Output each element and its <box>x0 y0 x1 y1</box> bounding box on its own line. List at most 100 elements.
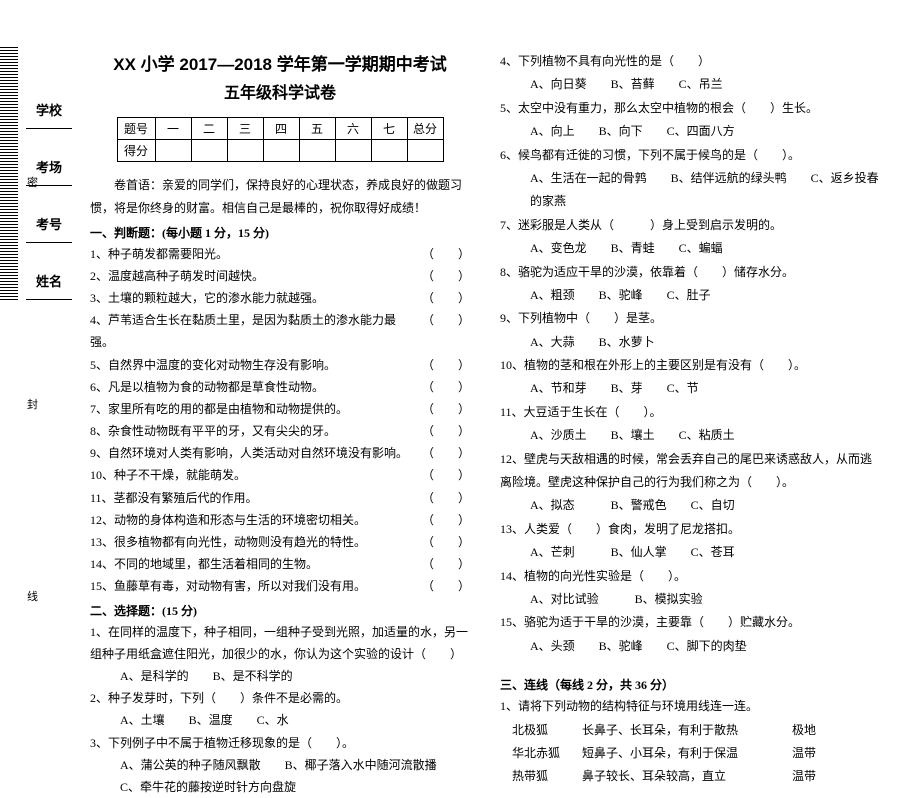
choice-stem: 6、候鸟都有迁徙的习惯，下列不属于候鸟的是（ ）。 <box>500 144 880 167</box>
exam-title-line1: XX 小学 2017—2018 学年第一学期期中考试 <box>90 50 470 75</box>
section1-head: 一、判断题：(每小题 1 分，15 分) <box>90 224 470 241</box>
choice-stem-text: 7、迷彩服是人类从（ ）身上受到启示发明的。 <box>500 214 880 237</box>
score-cell <box>227 140 263 162</box>
choice-stem: 2、种子发芽时，下列（ ）条件不是必需的。 <box>90 687 470 709</box>
judge-item: 7、家里所有吃的用的都是由植物和动物提供的。（ ） <box>90 398 470 420</box>
judge-item: 10、种子不干燥，就能萌发。（ ） <box>90 464 470 486</box>
choice-stem: 13、人类爱（ ）食肉，发明了尼龙搭扣。 <box>500 518 880 541</box>
judge-item: 12、动物的身体构造和形态与生活的环境密切相关。（ ） <box>90 509 470 531</box>
match-cell: 极地 <box>792 719 852 742</box>
score-th: 四 <box>263 118 299 140</box>
judge-item: 8、杂食性动物既有平平的牙，又有尖尖的牙。（ ） <box>90 420 470 442</box>
choice-stem: 7、迷彩服是人类从（ ）身上受到启示发明的。 <box>500 214 880 237</box>
judge-text: 6、凡是以植物为食的动物都是草食性动物。 <box>90 376 414 398</box>
choice-stem-text: 8、骆驼为适应干旱的沙漠，依靠着（ ）储存水分。 <box>500 261 880 284</box>
judge-text: 10、种子不干燥，就能萌发。 <box>90 464 414 486</box>
score-th: 七 <box>371 118 407 140</box>
choice-stem: 14、植物的向光性实验是（ ）。 <box>500 565 880 588</box>
choice-questions-right: 4、下列植物不具有向光性的是（ ）A、向日葵 B、苔藓 C、吊兰5、太空中没有重… <box>500 50 880 658</box>
choice-stem: 5、太空中没有重力，那么太空中植物的根会（ ）生长。 <box>500 97 880 120</box>
column-right: 4、下列植物不具有向光性的是（ ）A、向日葵 B、苔藓 C、吊兰5、太空中没有重… <box>500 50 880 798</box>
match-rows: 北极狐长鼻子、长耳朵，有利于散热极地华北赤狐短鼻子、小耳朵，有利于保温温带热带狐… <box>500 719 880 789</box>
judge-item: 1、种子萌发都需要阳光。（ ） <box>90 243 470 265</box>
seal-char-mi: 密 <box>27 174 38 190</box>
sidebar-blank-line <box>26 298 72 300</box>
binding-edge-pattern <box>0 45 18 300</box>
score-th: 二 <box>191 118 227 140</box>
match-cell: 鼻子较长、耳朵较高，直立 <box>582 765 792 788</box>
column-left: XX 小学 2017—2018 学年第一学期期中考试 五年级科学试卷 题号 一 … <box>90 50 470 798</box>
judge-item: 9、自然环境对人类有影响，人类活动对自然环境没有影响。（ ） <box>90 442 470 464</box>
choice-stem: 10、植物的茎和根在外形上的主要区别是有没有（ ）。 <box>500 354 880 377</box>
answer-paren: （ ） <box>414 464 470 486</box>
match-row: 热带狐鼻子较长、耳朵较高，直立温带 <box>500 765 880 788</box>
choice-options: A、对比试验 B、模拟实验 <box>500 588 880 611</box>
match-row: 北极狐长鼻子、长耳朵，有利于散热极地 <box>500 719 880 742</box>
choice-stem-text: 2、种子发芽时，下列（ ）条件不是必需的。 <box>90 687 470 709</box>
score-table-header-row: 题号 一 二 三 四 五 六 七 总分 <box>117 118 443 140</box>
answer-paren: （ ） <box>414 398 470 420</box>
choice-stem-text: 9、下列植物中（ ）是茎。 <box>500 307 880 330</box>
match-cell: 温带 <box>792 742 852 765</box>
score-cell <box>371 140 407 162</box>
judge-text: 8、杂食性动物既有平平的牙，又有尖尖的牙。 <box>90 420 414 442</box>
judge-item: 15、鱼藤草有毒，对动物有害，所以对我们没有用。（ ） <box>90 575 470 597</box>
match-cell: 短鼻子、小耳朵，有利于保温 <box>582 742 792 765</box>
judge-text: 12、动物的身体构造和形态与生活的环境密切相关。 <box>90 509 414 531</box>
choice-options: A、土壤 B、温度 C、水 <box>90 709 470 731</box>
answer-paren: （ ） <box>414 420 470 442</box>
sidebar-field-number: 考号 <box>36 214 62 233</box>
answer-paren: （ ） <box>414 531 470 553</box>
sidebar-field-name: 姓名 <box>36 271 62 290</box>
seal-char-feng: 封 <box>27 396 38 412</box>
judge-text: 13、很多植物都有向光性，动物则没有趋光的特性。 <box>90 531 414 553</box>
score-cell <box>335 140 371 162</box>
judge-text: 2、温度越高种子萌发时间越快。 <box>90 265 414 287</box>
judge-text: 4、芦苇适合生长在黏质土里，是因为黏质土的渗水能力最强。 <box>90 309 414 353</box>
answer-paren: （ ） <box>414 509 470 531</box>
choice-options: A、芒刺 B、仙人掌 C、苍耳 <box>500 541 880 564</box>
section3-head: 三、连线（每线 2 分，共 36 分） <box>500 676 880 693</box>
judge-item: 2、温度越高种子萌发时间越快。（ ） <box>90 265 470 287</box>
student-info-sidebar: 学校 密 考场 考号 姓名 封 线 <box>25 100 73 600</box>
judge-text: 7、家里所有吃的用的都是由植物和动物提供的。 <box>90 398 414 420</box>
choice-stem-text: 13、人类爱（ ）食肉，发明了尼龙搭扣。 <box>500 518 880 541</box>
judge-text: 11、茎都没有繁殖后代的作用。 <box>90 487 414 509</box>
judge-item: 5、自然界中温度的变化对动物生存没有影响。（ ） <box>90 354 470 376</box>
choice-stem: 1、在同样的温度下，种子相同，一组种子受到光照，加适量的水，另一组种子用纸盒遮住… <box>90 621 470 665</box>
section2-head: 二、选择题：(15 分) <box>90 602 470 619</box>
score-cell <box>191 140 227 162</box>
answer-paren: （ ） <box>414 287 470 309</box>
judge-text: 5、自然界中温度的变化对动物生存没有影响。 <box>90 354 414 376</box>
score-cell <box>155 140 191 162</box>
choice-stem-text: 4、下列植物不具有向光性的是（ ） <box>500 50 880 73</box>
judge-text: 1、种子萌发都需要阳光。 <box>90 243 414 265</box>
answer-paren: （ ） <box>414 575 470 597</box>
choice-stem: 15、骆驼为适于干旱的沙漠，主要靠（ ）贮藏水分。 <box>500 611 880 634</box>
score-th: 总分 <box>407 118 443 140</box>
choice-stem: 9、下列植物中（ ）是茎。 <box>500 307 880 330</box>
choice-stem-text: 11、大豆适于生长在（ ）。 <box>500 401 880 424</box>
match-cell: 长鼻子、长耳朵，有利于散热 <box>582 719 792 742</box>
choice-questions-left: 1、在同样的温度下，种子相同，一组种子受到光照，加适量的水，另一组种子用纸盒遮住… <box>90 621 470 798</box>
sidebar-field-room: 考场 <box>36 157 62 176</box>
choice-options: A、向日葵 B、苔藓 C、吊兰 <box>500 73 880 96</box>
choice-options: A、节和芽 B、芽 C、节 <box>500 377 880 400</box>
score-cell <box>263 140 299 162</box>
choice-stem-text: 1、在同样的温度下，种子相同，一组种子受到光照，加适量的水，另一组种子用纸盒遮住… <box>90 621 470 665</box>
judge-text: 15、鱼藤草有毒，对动物有害，所以对我们没有用。 <box>90 575 414 597</box>
choice-stem: 12、壁虎与天敌相遇的时候，常会丢弃自己的尾巴来诱惑敌人，从而逃离险境。壁虎这种… <box>500 448 880 495</box>
answer-paren: （ ） <box>414 442 470 464</box>
choice-stem-text: 6、候鸟都有迁徙的习惯，下列不属于候鸟的是（ ）。 <box>500 144 880 167</box>
answer-paren: （ ） <box>414 487 470 509</box>
page-columns: XX 小学 2017—2018 学年第一学期期中考试 五年级科学试卷 题号 一 … <box>0 0 920 798</box>
score-th: 一 <box>155 118 191 140</box>
match-intro: 1、请将下列动物的结构特征与环境用线连一连。 <box>500 695 880 718</box>
choice-options: A、拟态 B、警戒色 C、自切 <box>500 494 880 517</box>
score-th: 五 <box>299 118 335 140</box>
score-cell <box>299 140 335 162</box>
judge-text: 14、不同的地域里，都生活着相同的生物。 <box>90 553 414 575</box>
score-table: 题号 一 二 三 四 五 六 七 总分 得分 <box>117 117 444 162</box>
answer-paren: （ ） <box>414 553 470 575</box>
choice-stem-text: 12、壁虎与天敌相遇的时候，常会丢弃自己的尾巴来诱惑敌人，从而逃离险境。壁虎这种… <box>500 448 880 495</box>
